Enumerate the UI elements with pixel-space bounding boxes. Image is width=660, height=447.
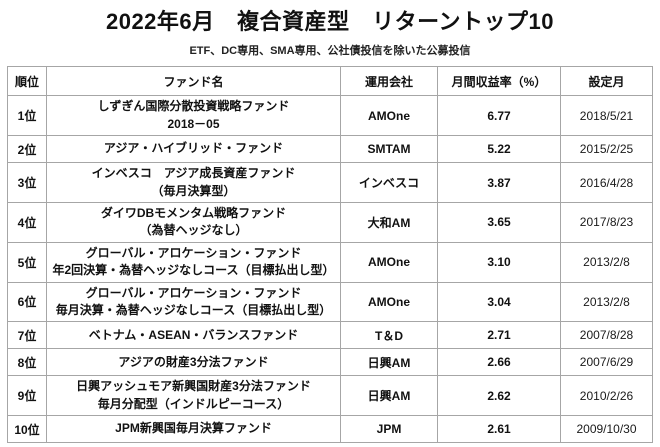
rank-cell: 7位 <box>7 321 47 350</box>
inception-cell: 2015/2/25 <box>560 135 653 164</box>
table-row: 4位 ダイワDBモメンタム戦略ファンド （為替ヘッジなし） 大和AM 3.65 … <box>7 201 653 243</box>
rank-cell: 2位 <box>7 135 47 164</box>
monthly-return-cell: 3.04 <box>437 281 561 323</box>
inception-cell: 2009/10/30 <box>560 415 653 444</box>
rank-cell: 3位 <box>7 162 47 203</box>
table-row: 6位 グローバル・アロケーション・ファンド 毎月決算・為替ヘッジなしコース（目標… <box>7 281 653 323</box>
fund-name-cell: ベトナム・ASEAN・バランスファンド <box>46 321 341 350</box>
rank-cell: 6位 <box>7 281 47 323</box>
company-cell: 日興AM <box>340 375 438 417</box>
inception-cell: 2017/8/23 <box>560 201 653 243</box>
company-cell: AMOne <box>340 241 438 283</box>
table-row: 7位 ベトナム・ASEAN・バランスファンド T＆D 2.71 2007/8/2… <box>7 321 653 350</box>
fund-name-cell: グローバル・アロケーション・ファンド 年2回決算・為替ヘッジなしコース（目標払出… <box>46 241 341 283</box>
company-cell: SMTAM <box>340 135 438 164</box>
rank-cell: 5位 <box>7 241 47 283</box>
company-cell: JPM <box>340 415 438 444</box>
fund-name-cell: しずぎん国際分散投資戦略ファンド 2018－05 <box>46 95 341 137</box>
company-cell: AMOne <box>340 95 438 137</box>
page-subtitle: ETF、DC専用、SMA専用、公社債投信を除いた公募投信 <box>189 45 471 58</box>
company-cell: T＆D <box>340 321 438 350</box>
inception-cell: 2007/8/28 <box>560 321 653 350</box>
table-row: 1位 しずぎん国際分散投資戦略ファンド 2018－05 AMOne 6.77 2… <box>7 95 653 137</box>
inception-cell: 2013/2/8 <box>560 281 653 323</box>
inception-cell: 2010/2/26 <box>560 375 653 417</box>
fund-name-cell: ダイワDBモメンタム戦略ファンド （為替ヘッジなし） <box>46 201 341 243</box>
fund-name-cell: JPM新興国毎月決算ファンド <box>46 415 341 444</box>
table-header: 順位 ファンド名 運用会社 月間収益率（%） 設定月 <box>7 66 653 97</box>
fund-ranking-table: 順位 ファンド名 運用会社 月間収益率（%） 設定月 1位 しずぎん国際分散投資… <box>7 66 653 444</box>
fund-name-cell: 日興アッシュモア新興国財産3分法ファンド 毎月分配型（インドルピーコース） <box>46 375 341 417</box>
column-header-company: 運用会社 <box>340 66 438 97</box>
inception-cell: 2013/2/8 <box>560 241 653 283</box>
inception-cell: 2016/4/28 <box>560 162 653 203</box>
company-cell: インベスコ <box>340 162 438 203</box>
monthly-return-cell: 6.77 <box>437 95 561 137</box>
monthly-return-cell: 3.10 <box>437 241 561 283</box>
column-header-fund-name: ファンド名 <box>46 66 341 97</box>
table-row: 9位 日興アッシュモア新興国財産3分法ファンド 毎月分配型（インドルピーコース）… <box>7 375 653 417</box>
inception-cell: 2018/5/21 <box>560 95 653 137</box>
fund-name-cell: アジア・ハイブリッド・ファンド <box>46 135 341 164</box>
table-row: 2位 アジア・ハイブリッド・ファンド SMTAM 5.22 2015/2/25 <box>7 135 653 164</box>
monthly-return-cell: 2.62 <box>437 375 561 417</box>
page-title: 2022年6月 複合資産型 リターントップ10 <box>105 9 555 34</box>
rank-cell: 8位 <box>7 348 47 377</box>
column-header-inception-month: 設定月 <box>560 66 653 97</box>
table-row: 8位 アジアの財産3分法ファンド 日興AM 2.66 2007/6/29 <box>7 348 653 377</box>
rank-cell: 4位 <box>7 201 47 243</box>
monthly-return-cell: 3.65 <box>437 201 561 243</box>
table-row: 10位 JPM新興国毎月決算ファンド JPM 2.61 2009/10/30 <box>7 415 653 444</box>
fund-name-cell: インベスコ アジア成長資産ファンド （毎月決算型） <box>46 162 341 203</box>
table-row: 5位 グローバル・アロケーション・ファンド 年2回決算・為替ヘッジなしコース（目… <box>7 241 653 283</box>
column-header-rank: 順位 <box>7 66 47 97</box>
monthly-return-cell: 5.22 <box>437 135 561 164</box>
rank-cell: 10位 <box>7 415 47 444</box>
fund-name-cell: アジアの財産3分法ファンド <box>46 348 341 377</box>
table-row: 3位 インベスコ アジア成長資産ファンド （毎月決算型） インベスコ 3.87 … <box>7 162 653 203</box>
fund-name-cell: グローバル・アロケーション・ファンド 毎月決算・為替ヘッジなしコース（目標払出し… <box>46 281 341 323</box>
monthly-return-cell: 2.61 <box>437 415 561 444</box>
monthly-return-cell: 2.66 <box>437 348 561 377</box>
rank-cell: 9位 <box>7 375 47 417</box>
company-cell: AMOne <box>340 281 438 323</box>
inception-cell: 2007/6/29 <box>560 348 653 377</box>
monthly-return-cell: 3.87 <box>437 162 561 203</box>
column-header-monthly-return: 月間収益率（%） <box>437 66 561 97</box>
table-body: 1位 しずぎん国際分散投資戦略ファンド 2018－05 AMOne 6.77 2… <box>7 95 653 444</box>
monthly-return-cell: 2.71 <box>437 321 561 350</box>
company-cell: 大和AM <box>340 201 438 243</box>
table-header-row: 順位 ファンド名 運用会社 月間収益率（%） 設定月 <box>7 66 653 97</box>
rank-cell: 1位 <box>7 95 47 137</box>
company-cell: 日興AM <box>340 348 438 377</box>
